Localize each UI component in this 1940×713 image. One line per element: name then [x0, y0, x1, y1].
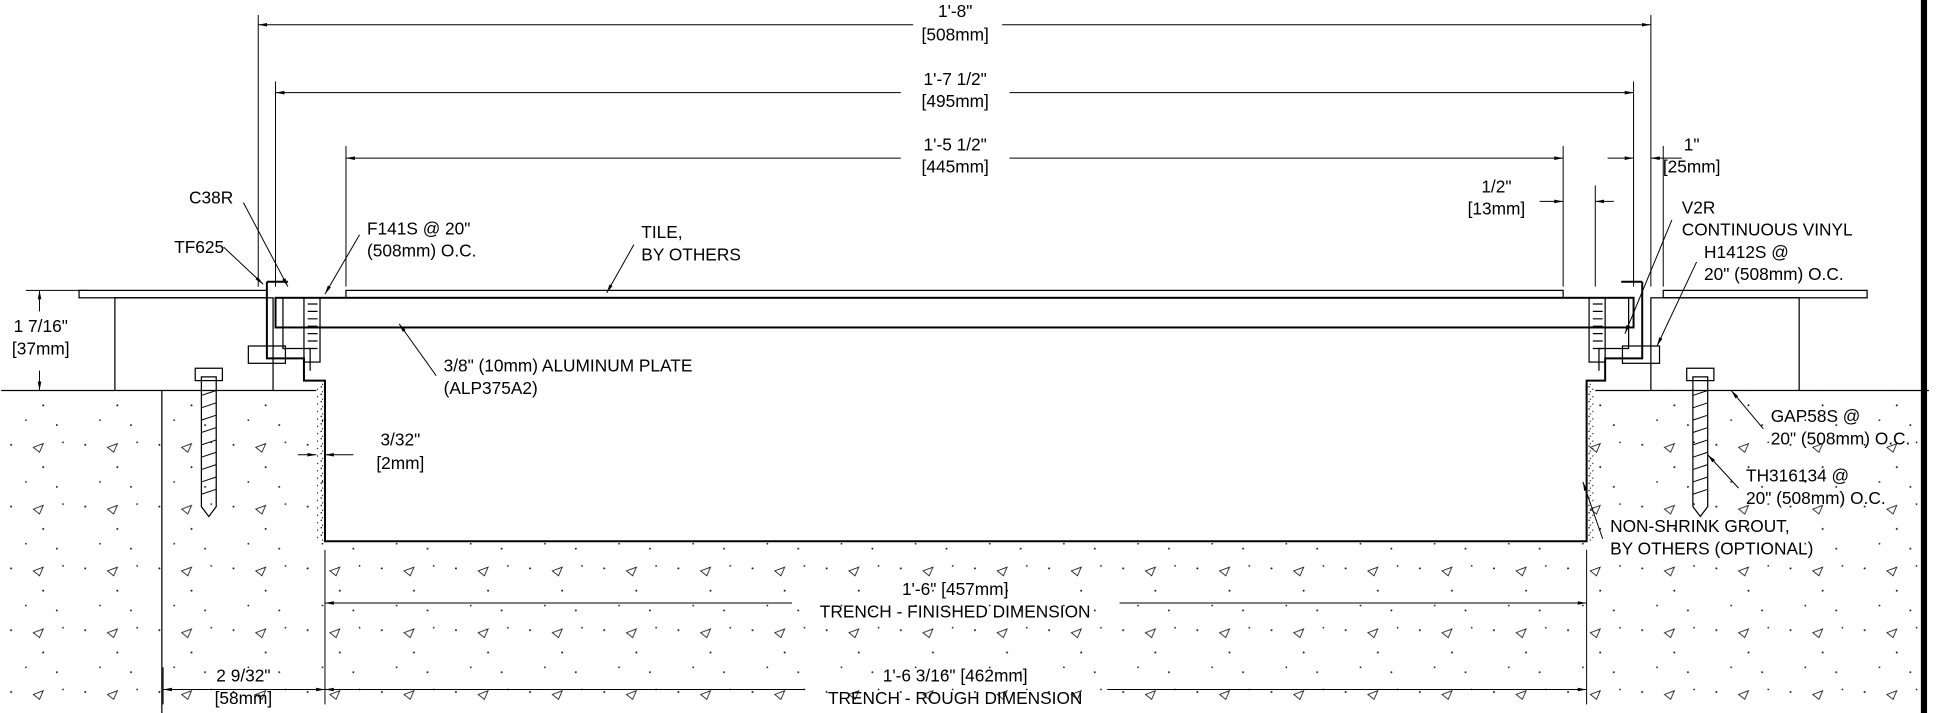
callout: H1412S @ — [1704, 242, 1789, 262]
dim-label: [25mm] — [1663, 157, 1721, 177]
leader-lines — [223, 202, 1764, 539]
callout: 20" (508mm) O.C. — [1746, 488, 1886, 508]
dim-label: 1'-7 1/2" — [924, 69, 987, 89]
dim-label: [2mm] — [376, 453, 424, 473]
line-work — [265, 280, 1644, 391]
callout-labels: C38R TF625 F141S @ 20" (508mm) O.C. TILE… — [174, 188, 1910, 559]
line-work — [1730, 390, 1764, 430]
line-work — [242, 202, 289, 287]
line-work — [223, 246, 264, 285]
dim-label: 1'-8" — [938, 1, 972, 21]
callout: GAP58S @ — [1771, 406, 1861, 426]
shape — [161, 390, 325, 398]
callout: BY OTHERS — [641, 244, 741, 264]
dim-label: [495mm] — [922, 91, 989, 111]
shape — [247, 345, 287, 364]
shape — [274, 296, 1635, 329]
shape — [345, 289, 1564, 299]
dim-label: [37mm] — [12, 338, 70, 358]
callout: 20" (508mm) O.C. — [1771, 428, 1911, 448]
dim-label: 1'-6" [457mm] — [902, 579, 1008, 599]
dim-label: [13mm] — [1468, 199, 1526, 219]
shape — [194, 367, 224, 382]
dim-label: 1 7/16" — [14, 316, 68, 336]
dim-label: 1/2" — [1481, 176, 1511, 196]
line-work — [307, 303, 1603, 350]
shape — [303, 297, 321, 363]
callout: 20" (508mm) O.C. — [1704, 264, 1844, 284]
callout: V2R — [1682, 197, 1716, 217]
callout: NON-SHRINK GROUT, — [1610, 516, 1790, 536]
callout: TF625 — [174, 237, 224, 257]
line-work — [282, 297, 1630, 371]
callout: C38R — [189, 188, 233, 208]
line-work — [1656, 261, 1698, 347]
dim-label: 3/32" — [380, 430, 420, 450]
shape — [316, 383, 325, 542]
line-work — [323, 383, 1588, 543]
callout: (508mm) O.C. — [367, 241, 476, 261]
dimension-lines — [25, 14, 1682, 705]
line-work — [201, 390, 1708, 495]
dim-label: 2 9/32" — [216, 666, 270, 686]
callout: TILE, — [641, 222, 682, 242]
line-work — [1624, 219, 1673, 334]
shape — [1662, 289, 1868, 299]
line-work — [606, 244, 635, 294]
dim-label: 1" — [1684, 134, 1700, 154]
shape — [114, 297, 274, 392]
line-work — [200, 376, 1709, 518]
callout: BY OTHERS (OPTIONAL) — [1610, 538, 1813, 558]
callout: TH316134 @ — [1746, 466, 1849, 486]
dim-label: [508mm] — [922, 24, 989, 44]
shape — [1686, 367, 1715, 382]
callout: CONTINUOUS VINYL — [1682, 220, 1853, 240]
dim-label: 1'-6 3/16" [462mm] — [883, 666, 1028, 686]
line-work — [25, 289, 101, 391]
dimension-labels: 1'-8" [508mm] 1'-7 1/2" [495mm] 1'-5 1/2… — [12, 1, 1721, 708]
line-work — [398, 323, 437, 376]
line-work — [1582, 481, 1604, 539]
dim-label: [58mm] — [215, 688, 273, 708]
dim-label: 1'-5 1/2" — [924, 134, 987, 154]
line-work — [162, 549, 1588, 705]
dim-label: [445mm] — [922, 157, 989, 177]
dim-label: TRENCH - ROUGH DIMENSION — [828, 688, 1082, 708]
callout: F141S @ 20" — [367, 218, 470, 238]
shape — [324, 383, 1587, 542]
dim-label: TRENCH - FINISHED DIMENSION — [820, 601, 1091, 621]
callout: (ALP375A2) — [444, 378, 538, 398]
line-work — [257, 14, 1664, 287]
shape — [78, 289, 268, 299]
shape — [1588, 297, 1606, 363]
shape — [1586, 383, 1596, 542]
callout: 3/8" (10mm) ALUMINUM PLATE — [444, 356, 693, 376]
shape — [1621, 345, 1661, 364]
line-work — [324, 234, 360, 295]
line-work — [1707, 454, 1739, 489]
